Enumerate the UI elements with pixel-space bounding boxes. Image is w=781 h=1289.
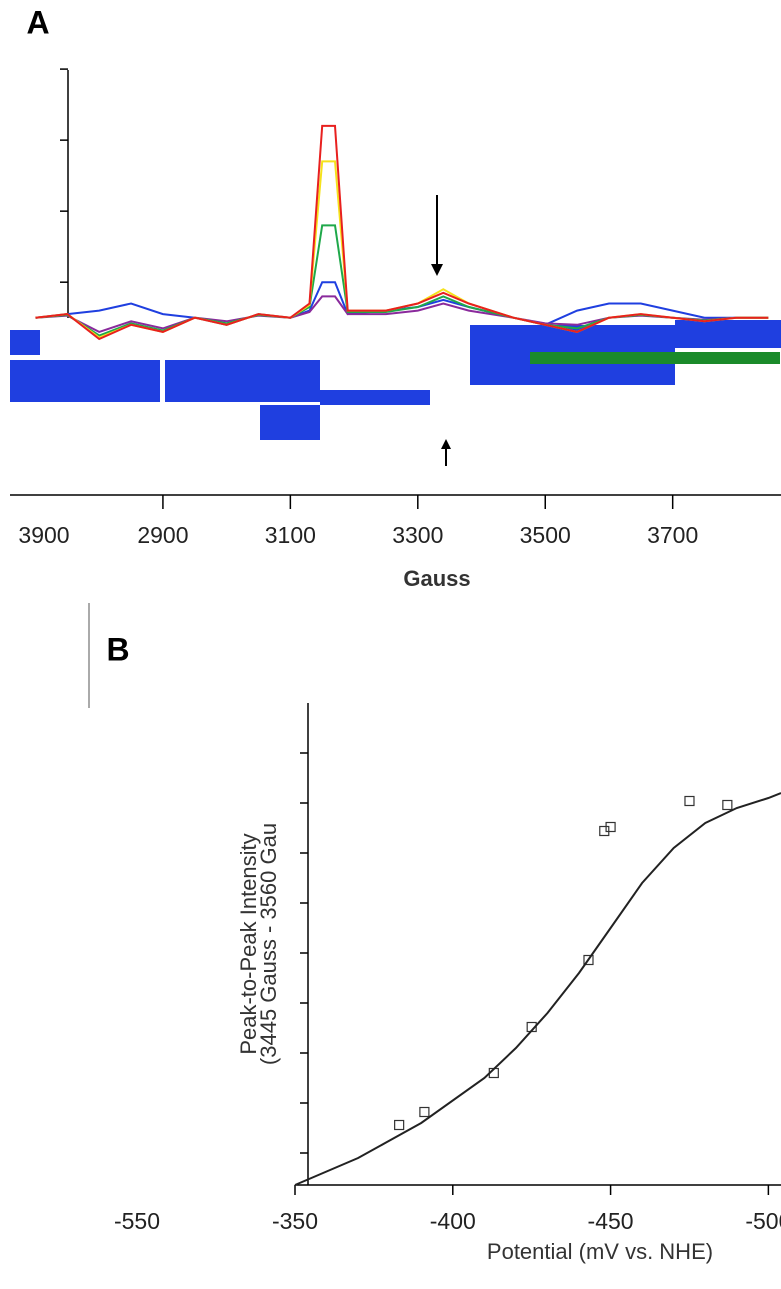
spectrum bbox=[35, 281, 769, 326]
x-tick-label: 3500 bbox=[520, 522, 571, 548]
x-tick-label: 3700 bbox=[647, 522, 698, 548]
fit-curve bbox=[294, 792, 781, 1186]
data-point bbox=[419, 1106, 430, 1118]
x-tick-label: -400 bbox=[430, 1208, 476, 1234]
data-point bbox=[684, 795, 695, 807]
spectrum bbox=[35, 224, 769, 337]
y-axis-title: Peak-to-Peak Intensity bbox=[236, 833, 261, 1054]
artifact bbox=[10, 330, 40, 355]
data-point bbox=[583, 954, 594, 966]
artifact bbox=[165, 360, 320, 402]
spectrum bbox=[35, 160, 769, 339]
artifacts bbox=[10, 320, 781, 440]
artifact bbox=[530, 352, 780, 364]
data-point bbox=[722, 799, 733, 811]
artifact bbox=[10, 360, 160, 402]
y-axis-title: (3445 Gauss - 3560 Gau bbox=[256, 823, 281, 1065]
artifact bbox=[260, 405, 320, 440]
stray-label: -550 bbox=[114, 1208, 160, 1234]
x-tick-label: -450 bbox=[588, 1208, 634, 1234]
data-point bbox=[394, 1119, 405, 1131]
panel-label: B bbox=[106, 631, 129, 667]
arrow-head bbox=[431, 264, 443, 276]
x-axis-title: Gauss bbox=[403, 566, 470, 591]
x-tick-label: -350 bbox=[272, 1208, 318, 1234]
x-tick-label: 2900 bbox=[137, 522, 188, 548]
x-tick-label: 3300 bbox=[392, 522, 443, 548]
artifact bbox=[675, 320, 781, 348]
arrow-head bbox=[441, 439, 451, 449]
x-tick-label: 3100 bbox=[265, 522, 316, 548]
stray-label: 3900 bbox=[18, 522, 69, 548]
artifact bbox=[320, 390, 430, 405]
panel-label: A bbox=[26, 4, 49, 40]
x-axis-title: Potential (mV vs. NHE) bbox=[487, 1239, 713, 1264]
x-tick-label: -500 bbox=[745, 1208, 781, 1234]
data-point bbox=[605, 821, 616, 833]
spectrum bbox=[35, 124, 769, 341]
